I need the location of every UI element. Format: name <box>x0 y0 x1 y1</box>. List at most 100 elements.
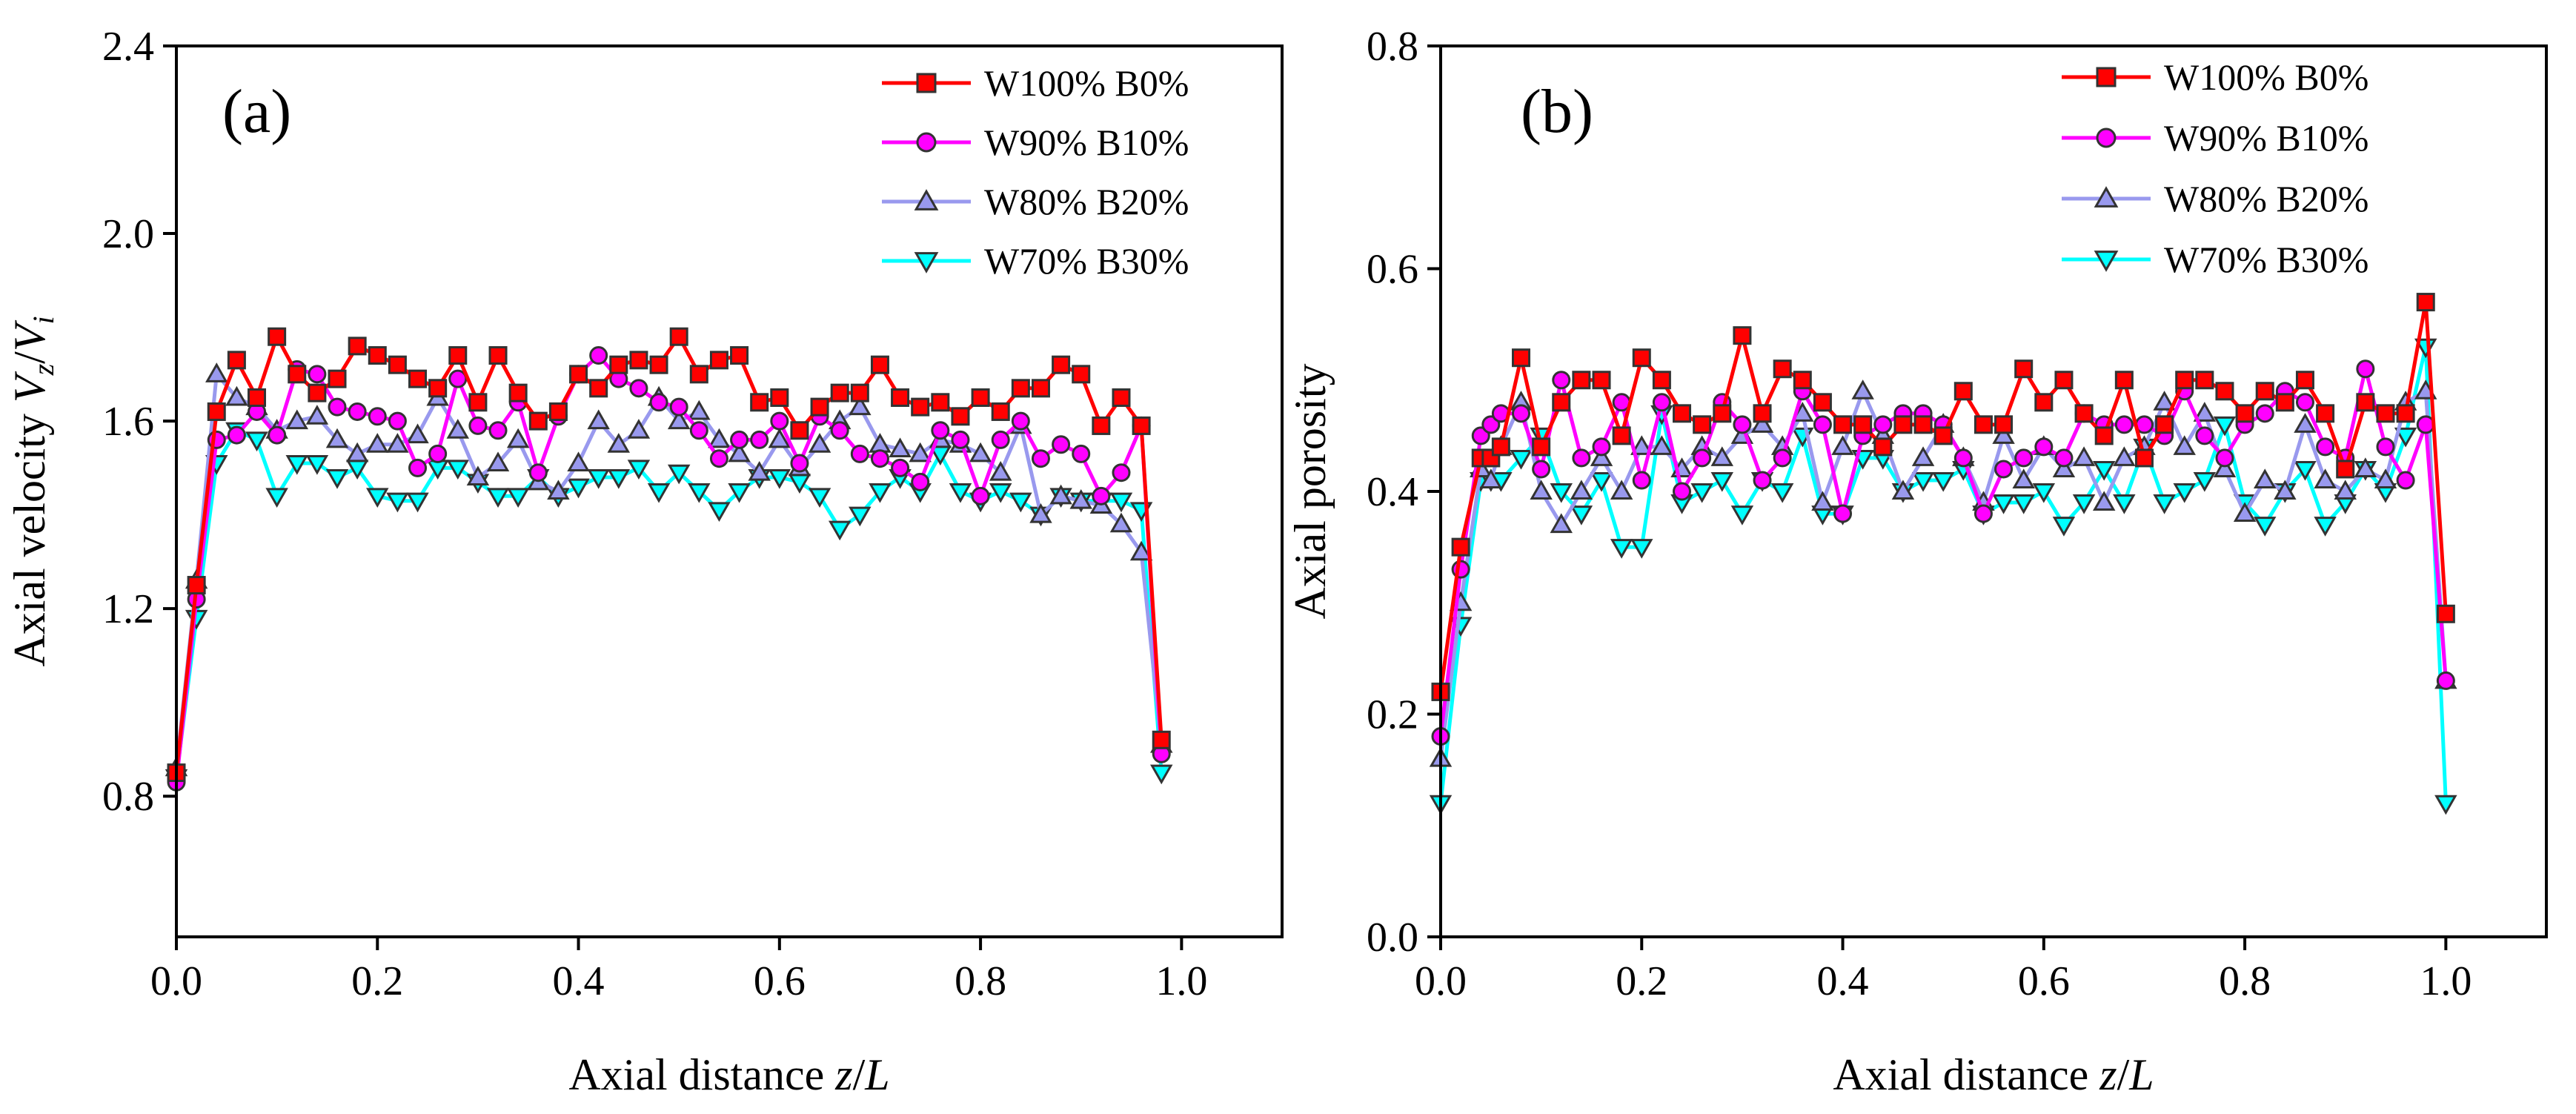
panel-a-data-point <box>569 365 588 384</box>
panel-b-x-tick-label: 0.0 <box>1415 958 1467 1004</box>
panel-b-series-line <box>1438 367 2448 737</box>
panel-a-x-tick-label: 0.0 <box>150 958 202 1004</box>
panel-b-legend-entry: W90% B10% <box>2062 117 2368 159</box>
panel-b-plot-area <box>1429 293 2457 815</box>
panel-a-data-point <box>388 355 407 374</box>
panel-b-data-point <box>1974 504 1993 523</box>
panel-b-data-point <box>1532 437 1551 457</box>
panel-a-y-tick-label: 1.2 <box>102 586 154 632</box>
panel-b-data-point <box>1770 483 1794 503</box>
panel-b-data-point <box>2416 293 2435 312</box>
panel-a-data-point <box>669 327 688 346</box>
panel-b-data-point <box>2092 460 2116 481</box>
panel-b-series-line <box>1438 345 2448 803</box>
panel-a-data-point <box>989 461 1012 481</box>
panel-b-data-point <box>2436 604 2455 623</box>
panel-a-data-point <box>486 488 510 508</box>
panel-a-data-point <box>589 379 608 398</box>
panel-a-data-point <box>589 346 608 365</box>
panel-b-data-point <box>1813 393 1832 412</box>
panel-b-data-point <box>2215 448 2234 468</box>
panel-b-label: (b) <box>1521 77 1593 146</box>
panel-a-data-point <box>348 402 367 421</box>
panel-a-data-point <box>1049 484 1072 505</box>
panel-a-data-point <box>428 444 448 463</box>
panel-b-data-point <box>1911 471 1935 492</box>
panel-a-data-point <box>1072 365 1091 384</box>
panel-a-x-tick-label: 0.2 <box>351 958 403 1004</box>
panel-b-data-point <box>1753 404 1772 423</box>
panel-a-y-tick-label: 1.6 <box>102 399 154 445</box>
panel-a-data-point <box>911 472 930 491</box>
panel-b-series-line <box>1438 300 2448 692</box>
panel-b-data-point <box>1831 435 1854 455</box>
panel-b-data-point <box>1750 413 1774 433</box>
panel-a-y-tick-label: 2.0 <box>102 211 154 257</box>
panel-a-data-point <box>305 455 329 475</box>
panel-a-data-point <box>508 383 528 402</box>
panel-a-series-2 <box>165 362 1173 777</box>
panel-b-data-point <box>1570 480 1593 500</box>
panel-a-data-point <box>1112 463 1131 483</box>
panel-a-data-point <box>770 411 789 431</box>
panel-b-data-point <box>1550 483 1573 503</box>
panel-b-data-point <box>1610 539 1633 559</box>
panel-a-data-point <box>889 437 912 458</box>
panel-a-data-point <box>849 395 872 416</box>
panel-a-data-point <box>268 327 287 346</box>
panel-a-data-point <box>709 351 728 370</box>
panel-a-data-point <box>989 483 1012 503</box>
panel-a-data-point <box>408 458 428 477</box>
panel-a-data-point <box>810 397 829 417</box>
panel-a-legend-label: W90% B10% <box>984 122 1189 163</box>
panel-a-plot-area <box>165 327 1173 792</box>
panel-a-data-point <box>870 449 889 468</box>
panel-a-data-point <box>348 336 367 356</box>
panel-b-data-point <box>2295 371 2314 390</box>
panel-b-data-point <box>1510 449 1533 470</box>
panel-a-data-point <box>325 469 349 489</box>
panel-b-data-point <box>2153 391 2176 411</box>
panel-a-y-axis-label: Axial velocity Vz/Vi <box>5 316 60 666</box>
panel-a-data-point <box>627 419 651 439</box>
panel-b-data-point <box>1811 491 1834 511</box>
panel-a-data-point <box>1029 503 1052 523</box>
panel-a-data-point <box>386 492 409 513</box>
panel-b-data-point <box>2255 382 2274 401</box>
panel-b-data-point <box>2314 517 2337 537</box>
panel-b-data-point <box>2054 371 2074 390</box>
panel-b-data-point <box>2213 416 2237 437</box>
panel-a-data-point <box>587 469 610 489</box>
panel-b-data-point <box>2253 517 2277 537</box>
panel-a-data-point <box>708 428 731 448</box>
panel-a-series-0 <box>167 327 1171 783</box>
panel-b-data-point <box>1974 415 1993 434</box>
panel-b-legend-marker <box>2096 127 2117 148</box>
panel-b-data-point <box>2376 404 2395 423</box>
panel-a-data-point <box>808 433 831 453</box>
panel-b-data-point <box>1953 448 1973 468</box>
panel-a-data-point <box>308 365 327 384</box>
panel-b-x-tick-label: 0.2 <box>1616 958 1667 1004</box>
panel-a-legend: W100% B0% W90% B10% W80% B20% W70% B30% <box>882 62 1189 282</box>
panel-a-data-point <box>1031 379 1050 398</box>
panel-b-legend-marker <box>2094 251 2119 272</box>
panel-b-data-point <box>1813 415 1832 434</box>
panel-a-data-point <box>488 346 508 365</box>
panel-a-data-point <box>388 411 407 431</box>
panel-b-data-point <box>1773 359 1792 379</box>
panel-b-y-tick-label: 0.4 <box>1367 469 1418 515</box>
panel-a-legend-entry: W70% B30% <box>882 240 1189 282</box>
panel-a-data-point <box>629 351 648 370</box>
panel-a-data-point <box>991 402 1010 421</box>
panel-b-data-point <box>1911 446 1935 466</box>
panel-b-legend-entry: W80% B20% <box>2062 178 2368 219</box>
panel-a: 0.0 0.2 0.4 0.6 0.8 1.0 0.8 1.2 1.6 2.0 2.4 (a) Ax… <box>5 24 1284 1099</box>
panel-a-data-point <box>245 431 268 452</box>
panel-b-y-axis-label: Axial porosity <box>1286 364 1335 620</box>
panel-b-data-point <box>2114 415 2134 434</box>
panel-a-data-point <box>849 506 872 527</box>
panel-a-data-point <box>649 393 668 412</box>
panel-a-data-point <box>305 405 329 425</box>
